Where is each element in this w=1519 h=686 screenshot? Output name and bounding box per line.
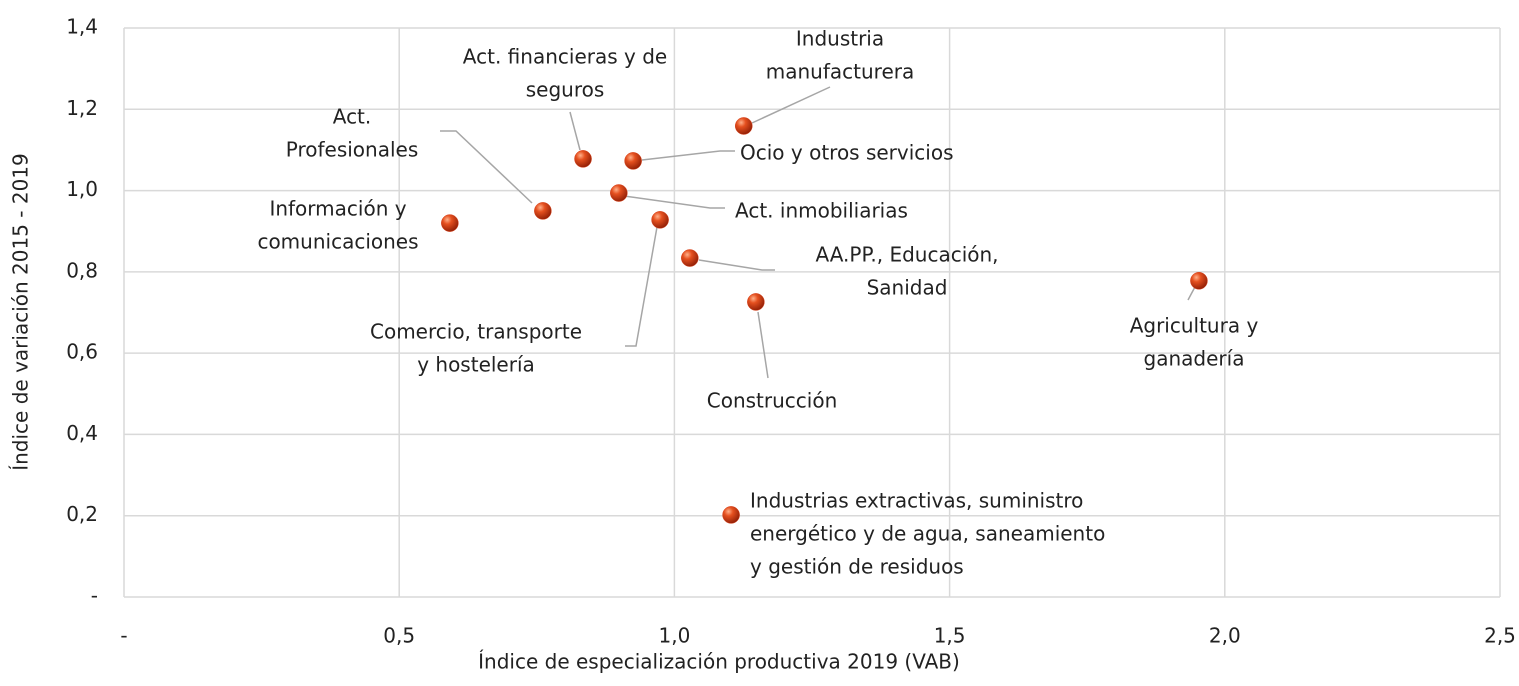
point-label: energético y de agua, saneamiento	[750, 522, 1105, 546]
point	[574, 150, 592, 168]
point-label: Industrias extractivas, suministro	[750, 489, 1083, 513]
leader-line	[569, 111, 581, 151]
leader-line	[698, 259, 775, 271]
point-label: Información y	[269, 197, 406, 221]
leader-line	[623, 195, 725, 209]
point	[624, 152, 642, 170]
leader-line	[625, 226, 658, 347]
point-label: ganadería	[1144, 347, 1245, 371]
leader-line	[751, 86, 831, 124]
point-label: Comercio, transporte	[370, 320, 582, 344]
leader-line	[440, 130, 533, 204]
point	[735, 117, 753, 135]
y-tick-label: 0,8	[66, 258, 98, 282]
y-tick-label: 0,4	[66, 421, 98, 445]
y-tick-label: 0,2	[66, 502, 98, 526]
x-tick-label: 1,0	[658, 624, 690, 648]
y-tick-label: 0,6	[66, 340, 98, 364]
point-label: comunicaciones	[257, 230, 418, 254]
x-tick-label: -	[120, 624, 127, 648]
point-label: y hostelería	[417, 353, 535, 377]
point-label: Industria	[796, 27, 884, 51]
point-label: Act.	[333, 105, 372, 129]
y-tick-label: -	[91, 584, 98, 608]
point	[534, 202, 552, 220]
point-label: AA.PP., Educación,	[815, 243, 998, 267]
point-label: Construcción	[707, 389, 838, 413]
point	[610, 184, 628, 202]
leader-line	[641, 150, 735, 161]
point-label: Ocio y otros servicios	[740, 141, 954, 165]
x-axis-title: Índice de especialización productiva 201…	[478, 650, 960, 674]
point	[441, 214, 459, 232]
point-label: seguros	[526, 78, 605, 102]
y-tick-label: 1,0	[66, 177, 98, 201]
point-label: Profesionales	[286, 138, 419, 162]
point-label: Act. financieras y de	[463, 45, 667, 69]
x-tick-label: 2,5	[1484, 624, 1516, 648]
x-tick-label: 1,5	[934, 624, 966, 648]
x-tick-label: 2,0	[1209, 624, 1241, 648]
point-label: y gestión de residuos	[750, 555, 964, 579]
y-tick-label: 1,2	[66, 96, 98, 120]
x-tick-label: 0,5	[383, 624, 415, 648]
point-label: manufacturera	[766, 60, 914, 84]
leader-line	[757, 311, 769, 379]
y-axis-title: Índice de variación 2015 - 2019	[9, 153, 33, 471]
point	[681, 249, 699, 267]
point	[651, 211, 669, 229]
y-tick-label: 1,4	[66, 15, 98, 39]
point	[747, 293, 765, 311]
point-label: Sanidad	[867, 276, 948, 300]
point-label: Agricultura y	[1130, 314, 1259, 338]
point	[1190, 272, 1208, 290]
point	[722, 506, 740, 524]
point-label: Act. inmobiliarias	[735, 199, 908, 223]
